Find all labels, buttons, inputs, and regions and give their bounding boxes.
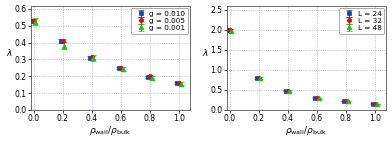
Y-axis label: $\lambda$: $\lambda$ [5,47,12,58]
Legend: g = 0.010, g = 0.005, g = 0.001: g = 0.010, g = 0.005, g = 0.001 [131,8,188,34]
X-axis label: $\rho_\mathrm{wall}/\rho_\mathrm{bulk}$: $\rho_\mathrm{wall}/\rho_\mathrm{bulk}$ [285,124,328,137]
Legend: L = 24, L = 32, L = 48: L = 24, L = 32, L = 48 [339,8,384,34]
Y-axis label: $\lambda$: $\lambda$ [201,47,208,58]
X-axis label: $\rho_\mathrm{wall}/\rho_\mathrm{bulk}$: $\rho_\mathrm{wall}/\rho_\mathrm{bulk}$ [89,124,132,137]
